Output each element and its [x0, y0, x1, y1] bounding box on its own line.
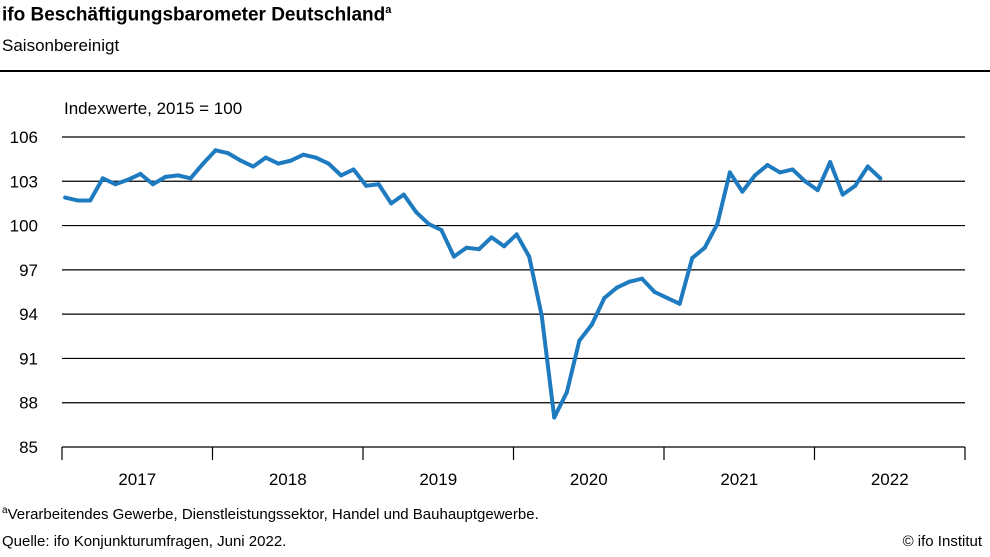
line-chart: 85 88 91 94 97 100 103 106 2017 2018 2019 2020 2021 2… [10, 128, 966, 489]
y-tick-label: 97 [19, 261, 38, 280]
data-point [589, 322, 594, 327]
data-point [238, 158, 243, 163]
data-point [828, 160, 833, 165]
header-divider [0, 70, 990, 72]
data-point [665, 295, 670, 300]
data-point [577, 338, 582, 343]
data-point [88, 198, 93, 203]
data-point [602, 295, 607, 300]
data-point [251, 164, 256, 169]
data-point [326, 161, 331, 166]
data-point [740, 189, 745, 194]
data-point [125, 177, 130, 182]
data-point [176, 173, 181, 178]
data-point [640, 276, 645, 281]
data-point [213, 148, 218, 153]
data-point [865, 164, 870, 169]
y-tick-label: 94 [19, 305, 38, 324]
data-point [815, 188, 820, 193]
y-tick-label: 103 [10, 172, 38, 191]
data-point [75, 198, 80, 203]
data-point [401, 192, 406, 197]
data-point [477, 247, 482, 252]
data-point [188, 176, 193, 181]
data-point [150, 182, 155, 187]
data-point [677, 301, 682, 306]
data-point [790, 167, 795, 172]
data-point [226, 151, 231, 156]
data-point [803, 179, 808, 184]
data-point [552, 415, 557, 420]
x-tick-label: 2020 [570, 470, 608, 489]
data-point [113, 182, 118, 187]
data-point [439, 228, 444, 232]
data-point [715, 222, 720, 227]
data-point [426, 222, 431, 227]
data-point [364, 183, 369, 188]
y-tick-label: 88 [19, 394, 38, 413]
data-point [840, 192, 845, 197]
chart-title: ifo Beschäftigungsbarometer Deutschlanda [2, 4, 392, 26]
data-point [502, 244, 507, 249]
x-tick-label: 2019 [419, 470, 457, 489]
x-tick-label: 2022 [871, 470, 909, 489]
data-point [464, 245, 469, 250]
data-point [201, 161, 206, 166]
data-point [451, 254, 456, 259]
footnote: aVerarbeitendes Gewerbe, Dienstleistungs… [2, 505, 539, 523]
data-point [614, 285, 619, 290]
data-point [263, 155, 268, 160]
data-point [339, 173, 344, 178]
data-point [878, 176, 883, 181]
data-point [690, 256, 695, 261]
source-note: Quelle: ifo Konjunkturumfragen, Juni 202… [2, 533, 287, 550]
y-tick-label: 85 [19, 438, 38, 457]
series-line [64, 148, 882, 420]
data-point [63, 195, 68, 200]
data-point [627, 279, 632, 284]
data-point [301, 152, 306, 157]
data-point [489, 235, 494, 240]
data-point [539, 313, 544, 318]
data-point [702, 245, 707, 250]
data-point [727, 170, 732, 175]
data-point [414, 210, 419, 215]
copyright: © ifo Institut [902, 533, 982, 550]
x-tick-label: 2018 [269, 470, 307, 489]
data-point [652, 290, 657, 294]
data-point [276, 161, 281, 166]
data-point [853, 183, 858, 188]
data-point [163, 174, 168, 179]
data-point [100, 176, 105, 181]
data-point [527, 254, 532, 259]
x-tick-label: 2021 [720, 470, 758, 489]
data-point [288, 158, 293, 163]
data-point [376, 182, 381, 187]
data-point [765, 163, 770, 168]
data-point [752, 173, 757, 178]
y-tick-label: 106 [10, 128, 38, 147]
data-point [778, 170, 783, 175]
y-tick-label: 100 [10, 217, 38, 236]
data-point [564, 390, 569, 395]
data-point [313, 155, 318, 160]
data-point [389, 201, 394, 206]
x-tick-label: 2017 [118, 470, 156, 489]
data-point [138, 171, 143, 176]
y-tick-label: 91 [19, 349, 38, 368]
data-point [351, 167, 356, 172]
chart-subtitle: Saisonbereinigt [2, 36, 120, 55]
data-point [514, 232, 519, 237]
y-axis-label: Indexwerte, 2015 = 100 [64, 99, 243, 118]
